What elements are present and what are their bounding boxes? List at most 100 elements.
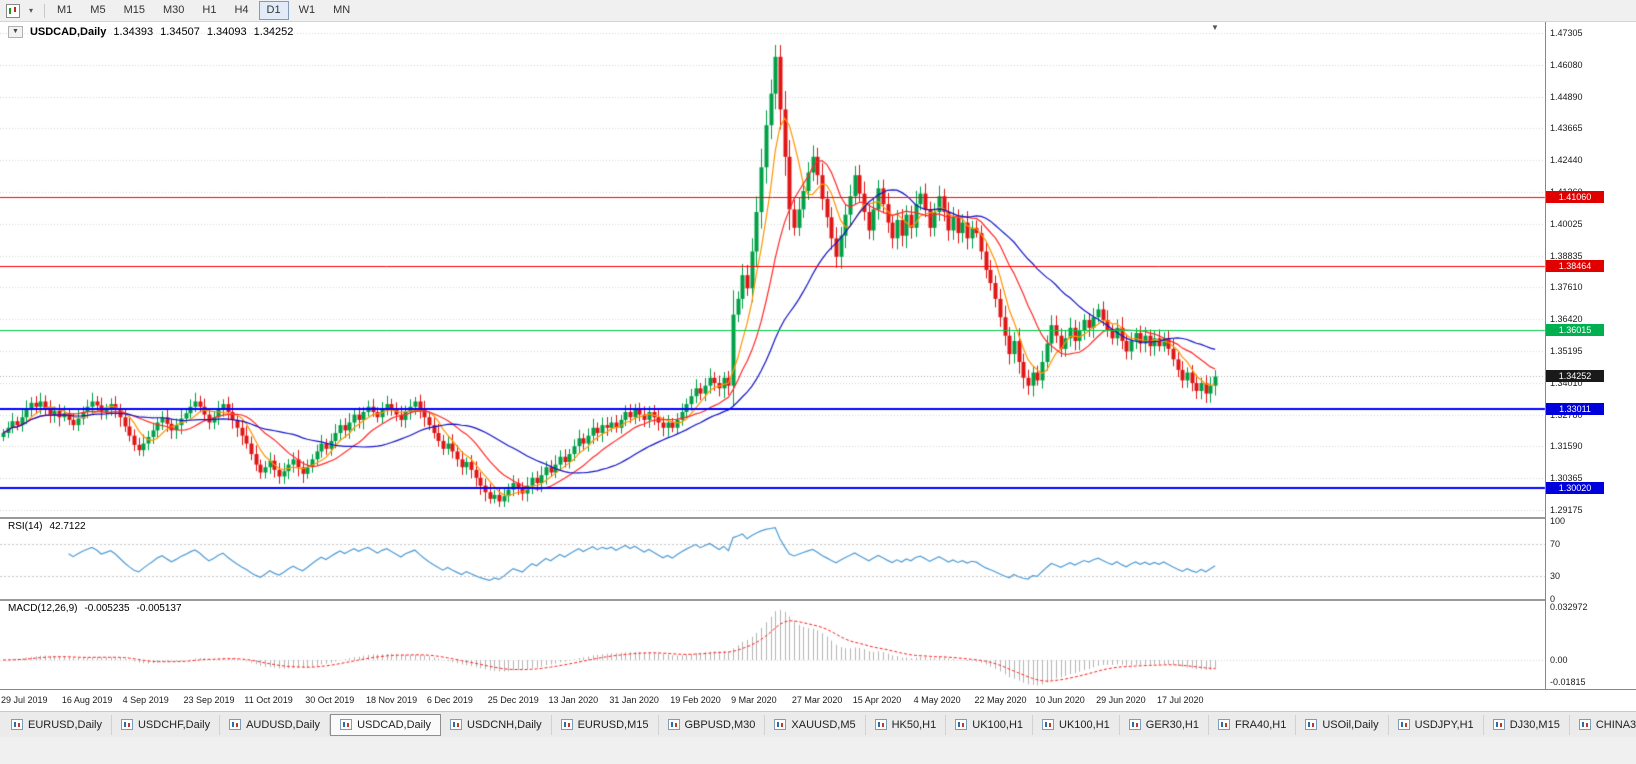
rsi-tick: 30	[1550, 570, 1561, 581]
macd-tick: -0.01815	[1550, 677, 1586, 687]
price-tick: 1.31590	[1550, 441, 1583, 452]
panel-separator-rsi[interactable]	[0, 517, 1636, 519]
timeframe-M5[interactable]: M5	[90, 4, 106, 16]
chart-thumbnail-icon	[1305, 719, 1318, 730]
ohlc-open: 1.34393	[113, 26, 154, 38]
tab-label: USDCAD,Daily	[357, 718, 432, 731]
price-tick: 1.37610	[1550, 282, 1583, 293]
date-label: 15 Apr 2020	[852, 695, 902, 705]
tab-AUDUSD,Daily[interactable]: AUDUSD,Daily	[220, 714, 331, 735]
tab-USDCNH,Daily[interactable]: USDCNH,Daily	[441, 714, 552, 735]
level-price-badge[interactable]: 1.41060	[1546, 191, 1604, 204]
tab-EURUSD,Daily[interactable]: EURUSD,Daily	[2, 714, 112, 735]
timeframe-H4[interactable]: H4	[234, 4, 249, 16]
tab-USOil,Daily[interactable]: USOil,Daily	[1296, 714, 1389, 735]
tab-CHINA300,H4[interactable]: CHINA300,H4	[1570, 715, 1636, 735]
timeframe-M1[interactable]: M1	[57, 4, 73, 16]
chart-shift-marker: ▼	[1211, 23, 1219, 32]
tab-DJ30,M15[interactable]: DJ30,M15	[1484, 714, 1570, 735]
tab-UK100,H1[interactable]: UK100,H1	[946, 714, 1034, 735]
chart-thumbnail-icon	[120, 719, 133, 730]
tab-label: UK100,H1	[972, 718, 1024, 731]
tab-label: UK100,H1	[1059, 718, 1110, 731]
date-label: 30 Oct 2019	[305, 695, 355, 705]
ohlc-low: 1.34093	[206, 26, 247, 38]
macd-tick: 0.032972	[1550, 601, 1588, 612]
level-price-badge[interactable]: 1.33011	[1546, 403, 1604, 416]
tab-label: DJ30,M15	[1509, 718, 1560, 731]
tab-USDJPY,H1[interactable]: USDJPY,H1	[1389, 714, 1484, 735]
chart-list-dropdown-icon[interactable]: ▾	[28, 6, 33, 15]
chart-thumbnail-icon	[955, 719, 968, 730]
price-tick: 1.44890	[1550, 91, 1583, 102]
tab-label: EURUSD,M15	[577, 718, 649, 731]
tab-HK50,H1[interactable]: HK50,H1	[866, 714, 947, 735]
tab-XAUUSD,M5[interactable]: XAUUSD,M5	[765, 714, 866, 735]
macd-label: MACD(12,26,9) -0.005235 -0.005137	[8, 603, 182, 614]
chart-thumbnail-icon	[1042, 719, 1055, 730]
timeframe-W1[interactable]: W1	[298, 4, 316, 16]
macd-signal-value: -0.005137	[136, 603, 182, 614]
date-label: 31 Jan 2020	[609, 695, 659, 705]
rsi-tick: 100	[1550, 516, 1566, 526]
date-label: 27 Mar 2020	[791, 695, 843, 705]
date-label: 6 Dec 2019	[426, 695, 473, 705]
current-price-badge: 1.34252	[1546, 370, 1604, 383]
level-price-badge[interactable]: 1.30020	[1546, 481, 1604, 494]
price-axis[interactable]: 1.473051.460801.448901.436651.424401.412…	[1545, 22, 1636, 689]
chart-thumbnail-icon	[1578, 719, 1591, 730]
tab-FRA40,H1[interactable]: FRA40,H1	[1209, 714, 1297, 735]
price-tick: 1.43665	[1550, 123, 1583, 134]
date-label: 22 May 2020	[974, 695, 1027, 705]
one-click-trading-toggle[interactable]: ▼	[8, 26, 23, 38]
level-price-badge[interactable]: 1.38464	[1546, 259, 1604, 272]
tab-label: GBPUSD,M30	[684, 718, 756, 731]
price-tick: 1.40025	[1550, 218, 1583, 229]
tab-EURUSD,M15[interactable]: EURUSD,M15	[552, 714, 659, 735]
tab-UK100,H1[interactable]: UK100,H1	[1033, 714, 1120, 735]
new-chart-icon[interactable]	[4, 2, 22, 20]
timeframe-MN[interactable]: MN	[333, 4, 351, 16]
chart-title: ▼ USDCAD,Daily 1.34393 1.34507 1.34093 1…	[8, 26, 293, 38]
date-label: 16 Aug 2019	[61, 695, 113, 705]
date-label: 10 Jun 2020	[1035, 695, 1085, 705]
chart-thumbnail-icon	[874, 719, 887, 730]
date-label: 11 Oct 2019	[244, 695, 293, 705]
time-axis[interactable]: 29 Jul 2019 16 Aug 2019 4 Sep 2019 23 Sep 2…	[0, 689, 1636, 711]
price-tick: 1.46080	[1550, 59, 1583, 70]
timeframe-M30[interactable]: M30	[162, 4, 185, 16]
timeframe-M15[interactable]: M15	[123, 4, 145, 16]
date-label: 29 Jul 2019	[1, 695, 48, 705]
tab-GER30,H1[interactable]: GER30,H1	[1120, 714, 1209, 735]
chart-thumbnail-icon	[667, 719, 680, 730]
price-tick: 1.38835	[1550, 250, 1583, 261]
macd-name: MACD(12,26,9)	[8, 603, 78, 614]
date-label: 4 May 2020	[913, 695, 961, 705]
panel-separator-macd[interactable]	[0, 599, 1636, 601]
price-tick: 1.47305	[1550, 28, 1583, 38]
price-chart-canvas[interactable]	[0, 22, 1636, 689]
top-toolbar: ▾ M1 M5 M15 M30 H1 H4 D1 W1 MN	[0, 0, 1636, 22]
price-tick: 1.30365	[1550, 473, 1583, 484]
price-tick: 1.36420	[1550, 314, 1583, 325]
date-label: 13 Jan 2020	[548, 695, 599, 705]
chart-thumbnail-icon	[1217, 719, 1230, 730]
tab-USDCHF,Daily[interactable]: USDCHF,Daily	[112, 714, 221, 735]
date-label: 29 Jun 2020	[1096, 695, 1146, 705]
date-label: 9 Mar 2020	[731, 695, 777, 705]
timeframe-D1[interactable]: D1	[258, 1, 289, 20]
chart-thumbnail-icon	[1397, 719, 1410, 730]
tab-USDCAD,Daily[interactable]: USDCAD,Daily	[330, 713, 442, 736]
chart-thumbnail-icon	[340, 719, 353, 730]
macd-tick: 0.00	[1550, 655, 1568, 665]
tab-label: USOil,Daily	[1322, 718, 1379, 731]
level-price-badge[interactable]: 1.36015	[1546, 324, 1604, 337]
tab-GBPUSD,M30[interactable]: GBPUSD,M30	[659, 714, 766, 735]
tab-label: USDCHF,Daily	[137, 718, 211, 731]
rsi-name: RSI(14)	[8, 521, 43, 532]
chart-thumbnail-icon	[229, 719, 242, 730]
rsi-tick: 70	[1550, 539, 1561, 550]
ohlc-close: 1.34252	[253, 26, 294, 38]
tab-label: USDCNH,Daily	[467, 718, 542, 731]
timeframe-H1[interactable]: H1	[202, 4, 217, 16]
